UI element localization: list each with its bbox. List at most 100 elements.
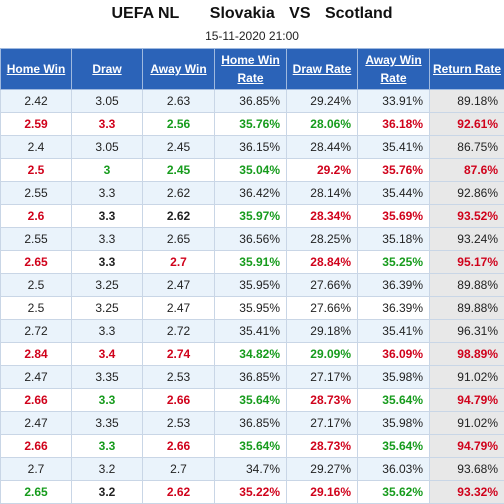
- table-header-row: Home Win Draw Away Win Home Win Rate Dra…: [1, 49, 504, 90]
- cell-away-win-rate: 35.41%: [358, 136, 430, 159]
- cell-away-win-rate: 33.91%: [358, 90, 430, 113]
- cell-away-win-odds: 2.63: [143, 90, 215, 113]
- cell-away-win-odds: 2.56: [143, 113, 215, 136]
- cell-home-win-rate: 35.91%: [215, 251, 287, 274]
- cell-home-win-odds: 2.47: [1, 412, 72, 435]
- cell-return-rate: 93.68%: [430, 458, 504, 481]
- col-header-return-rate[interactable]: Return Rate: [430, 49, 504, 90]
- cell-return-rate: 91.02%: [430, 366, 504, 389]
- cell-home-win-rate: 36.15%: [215, 136, 287, 159]
- cell-home-win-odds: 2.47: [1, 366, 72, 389]
- cell-home-win-odds: 2.55: [1, 228, 72, 251]
- cell-away-win-odds: 2.66: [143, 435, 215, 458]
- cell-away-win-rate: 35.69%: [358, 205, 430, 228]
- cell-home-win-rate: 35.95%: [215, 297, 287, 320]
- cell-home-win-rate: 34.82%: [215, 343, 287, 366]
- cell-home-win-odds: 2.7: [1, 458, 72, 481]
- cell-draw-rate: 29.16%: [287, 481, 358, 504]
- vs-label: VS: [289, 0, 310, 28]
- cell-draw-odds: 3.3: [72, 205, 143, 228]
- cell-home-win-rate: 36.85%: [215, 90, 287, 113]
- cell-draw-rate: 28.44%: [287, 136, 358, 159]
- cell-home-win-rate: 36.85%: [215, 366, 287, 389]
- cell-return-rate: 95.17%: [430, 251, 504, 274]
- cell-away-win-rate: 36.09%: [358, 343, 430, 366]
- cell-home-win-odds: 2.55: [1, 182, 72, 205]
- cell-draw-rate: 29.2%: [287, 159, 358, 182]
- cell-away-win-rate: 35.98%: [358, 412, 430, 435]
- cell-draw-rate: 29.09%: [287, 343, 358, 366]
- cell-home-win-rate: 35.04%: [215, 159, 287, 182]
- cell-draw-rate: 28.34%: [287, 205, 358, 228]
- cell-away-win-rate: 35.76%: [358, 159, 430, 182]
- col-header-draw[interactable]: Draw: [72, 49, 143, 90]
- cell-return-rate: 96.31%: [430, 320, 504, 343]
- cell-return-rate: 92.86%: [430, 182, 504, 205]
- cell-draw-odds: 3.3: [72, 389, 143, 412]
- cell-draw-rate: 28.73%: [287, 435, 358, 458]
- cell-draw-odds: 3.3: [72, 435, 143, 458]
- odds-table: Home Win Draw Away Win Home Win Rate Dra…: [0, 48, 504, 504]
- cell-away-win-rate: 36.18%: [358, 113, 430, 136]
- cell-return-rate: 94.79%: [430, 389, 504, 412]
- cell-return-rate: 87.6%: [430, 159, 504, 182]
- cell-return-rate: 94.79%: [430, 435, 504, 458]
- cell-away-win-odds: 2.74: [143, 343, 215, 366]
- cell-away-win-rate: 35.44%: [358, 182, 430, 205]
- cell-draw-odds: 3.3: [72, 320, 143, 343]
- col-header-draw-rate[interactable]: Draw Rate: [287, 49, 358, 90]
- col-header-away-win[interactable]: Away Win: [143, 49, 215, 90]
- cell-return-rate: 93.32%: [430, 481, 504, 504]
- cell-home-win-odds: 2.66: [1, 435, 72, 458]
- cell-home-win-rate: 36.42%: [215, 182, 287, 205]
- cell-away-win-odds: 2.47: [143, 297, 215, 320]
- cell-draw-rate: 29.18%: [287, 320, 358, 343]
- cell-home-win-odds: 2.42: [1, 90, 72, 113]
- cell-away-win-odds: 2.53: [143, 366, 215, 389]
- cell-away-win-odds: 2.53: [143, 412, 215, 435]
- cell-return-rate: 89.18%: [430, 90, 504, 113]
- cell-home-win-rate: 34.7%: [215, 458, 287, 481]
- cell-return-rate: 98.89%: [430, 343, 504, 366]
- cell-draw-odds: 3.35: [72, 412, 143, 435]
- cell-draw-odds: 3.3: [72, 182, 143, 205]
- cell-away-win-rate: 35.41%: [358, 320, 430, 343]
- col-header-home-win-rate[interactable]: Home Win Rate: [215, 49, 287, 90]
- cell-home-win-rate: 35.41%: [215, 320, 287, 343]
- cell-home-win-odds: 2.66: [1, 389, 72, 412]
- cell-draw-odds: 3.3: [72, 251, 143, 274]
- cell-draw-rate: 28.14%: [287, 182, 358, 205]
- cell-draw-odds: 3.35: [72, 366, 143, 389]
- cell-home-win-odds: 2.4: [1, 136, 72, 159]
- cell-home-win-odds: 2.59: [1, 113, 72, 136]
- col-header-home-win[interactable]: Home Win: [1, 49, 72, 90]
- cell-draw-rate: 27.17%: [287, 412, 358, 435]
- cell-home-win-odds: 2.84: [1, 343, 72, 366]
- cell-away-win-rate: 35.18%: [358, 228, 430, 251]
- league-name: UEFA NL: [111, 0, 179, 28]
- cell-draw-odds: 3.05: [72, 136, 143, 159]
- cell-draw-odds: 3.3: [72, 113, 143, 136]
- cell-home-win-rate: 35.64%: [215, 435, 287, 458]
- cell-away-win-odds: 2.62: [143, 182, 215, 205]
- col-header-away-win-rate[interactable]: Away Win Rate: [358, 49, 430, 90]
- cell-return-rate: 93.52%: [430, 205, 504, 228]
- cell-away-win-odds: 2.62: [143, 481, 215, 504]
- cell-draw-odds: 3.2: [72, 458, 143, 481]
- cell-draw-rate: 29.27%: [287, 458, 358, 481]
- cell-away-win-odds: 2.7: [143, 458, 215, 481]
